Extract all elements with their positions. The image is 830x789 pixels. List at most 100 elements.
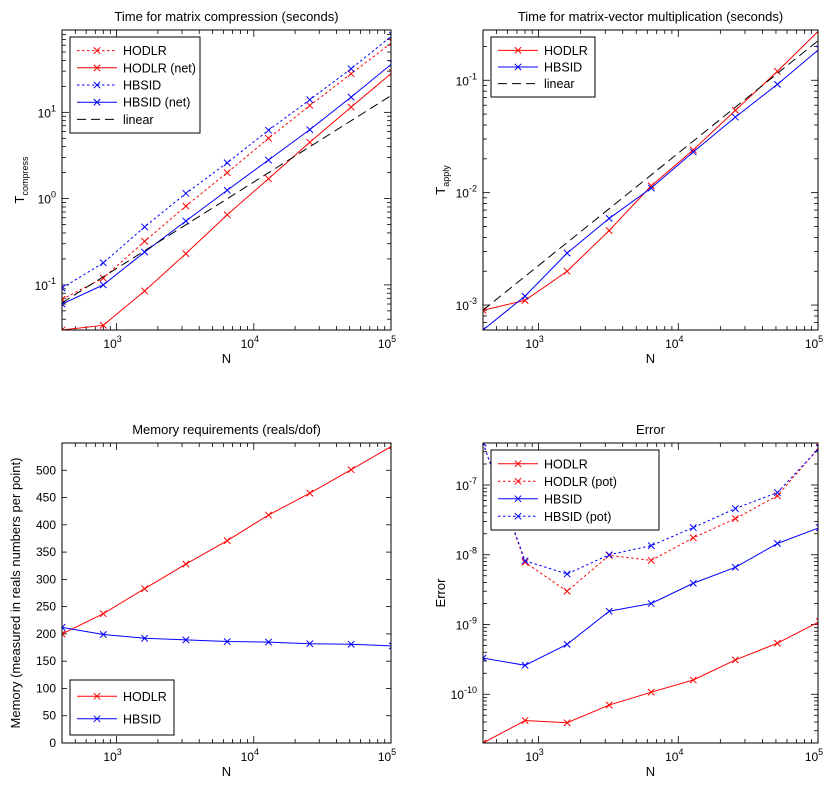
data-point — [815, 45, 818, 53]
data-point — [141, 634, 149, 642]
data-point — [99, 259, 107, 267]
legend-marker — [514, 460, 522, 468]
y-tick-label: 200 — [36, 627, 56, 641]
marker-stroke — [605, 551, 613, 559]
y-tick-label: 100 — [38, 190, 56, 207]
plot-frame — [61, 29, 392, 331]
data-point — [223, 211, 231, 219]
marker-stroke — [306, 489, 314, 497]
data-point — [388, 443, 391, 450]
marker-stroke — [689, 676, 697, 684]
y-tick-label: 10-1 — [35, 276, 56, 293]
marker-stroke — [93, 64, 101, 72]
data-point — [731, 106, 739, 114]
marker-stroke — [514, 63, 522, 71]
y-tick-label: 100 — [36, 681, 56, 695]
tick-exponent: 3 — [117, 334, 122, 344]
y-axis-label-main: T — [12, 195, 27, 203]
marker-stroke — [62, 633, 66, 638]
data-point — [689, 534, 697, 542]
marker-stroke — [62, 626, 66, 631]
data-point — [689, 579, 697, 587]
x-tick-label: 104 — [665, 334, 683, 351]
data-point — [347, 65, 355, 73]
marker-stroke — [347, 70, 355, 78]
marker-stroke — [815, 444, 818, 448]
marker-stroke — [563, 719, 571, 727]
y-tick-label: 10-8 — [456, 546, 477, 563]
y-tick-label: 10-3 — [456, 296, 477, 313]
data-point — [815, 30, 818, 34]
marker-stroke — [815, 49, 818, 53]
chart-title: Time for matrix-vector multiplication (s… — [518, 9, 783, 24]
marker-stroke — [388, 446, 391, 450]
x-tick-label: 105 — [805, 747, 823, 764]
data-point — [141, 223, 149, 231]
y-tick-label: 350 — [36, 545, 56, 559]
data-point — [99, 321, 107, 329]
tick-exponent: -1 — [469, 71, 477, 81]
data-point — [264, 156, 273, 164]
marker-stroke — [141, 237, 149, 245]
data-point — [182, 560, 190, 568]
marker-stroke — [815, 618, 818, 621]
marker-stroke — [773, 67, 781, 75]
y-axis-label-main: Error — [433, 578, 448, 608]
marker-stroke — [223, 637, 231, 646]
marker-stroke — [563, 587, 571, 595]
plot-frame — [61, 442, 392, 744]
chart-panel-3: Memory requirements (reals/dof) N Memory (… — [8, 422, 396, 779]
legend: HODLR HODLR (net) HBSID HBSID (net) linear — [69, 36, 201, 134]
data-point — [223, 159, 231, 167]
x-tick-label: 104 — [241, 334, 259, 351]
legend: HODLR HBSID linear — [490, 36, 596, 98]
data-point — [731, 504, 739, 513]
data-point — [347, 640, 355, 648]
series-line-5 — [62, 95, 391, 304]
marker-stroke — [99, 281, 107, 289]
marker-stroke — [99, 321, 107, 329]
x-axis-label: N — [646, 351, 655, 366]
tick-base: 10 — [456, 187, 470, 201]
marker-stroke — [388, 73, 391, 76]
legend-marker — [514, 495, 522, 503]
marker-stroke — [647, 542, 655, 550]
y-tick-label: 300 — [36, 572, 56, 586]
tick-exponent: 4 — [254, 334, 259, 344]
legend-marker — [93, 98, 101, 106]
tick-base: 10 — [456, 299, 470, 313]
x-tick-label: 103 — [525, 747, 543, 764]
data-point — [483, 443, 487, 447]
legend-label: HBSID — [123, 712, 161, 726]
marker-stroke — [563, 249, 571, 257]
legend-marker — [514, 63, 522, 71]
marker-stroke — [99, 610, 107, 618]
data-point — [62, 623, 66, 631]
marker-stroke — [647, 599, 655, 608]
marker-stroke — [483, 739, 487, 743]
marker-stroke — [347, 103, 355, 111]
legend-marker — [93, 692, 101, 700]
marker-stroke — [62, 295, 66, 301]
data-point — [521, 292, 529, 300]
tick-base: 10 — [665, 337, 679, 351]
y-tick-label: 50 — [43, 709, 57, 723]
chart-panel-1: Time for matrix compression (seconds) N Tc… — [12, 9, 396, 366]
marker-stroke — [264, 134, 273, 142]
data-point — [563, 570, 571, 578]
data-point — [483, 326, 487, 330]
data-point — [306, 489, 314, 497]
series-line-3 — [62, 35, 391, 289]
marker-stroke — [563, 267, 571, 275]
data-point — [773, 639, 781, 647]
data-point — [388, 38, 391, 46]
legend-label: HODLR — [544, 457, 588, 471]
data-point — [264, 134, 273, 142]
data-point — [605, 214, 613, 222]
chart-title: Time for matrix compression (seconds) — [114, 9, 338, 24]
data-point — [141, 585, 149, 593]
marker-stroke — [773, 492, 781, 500]
marker-stroke — [223, 537, 231, 545]
marker-stroke — [388, 646, 391, 650]
